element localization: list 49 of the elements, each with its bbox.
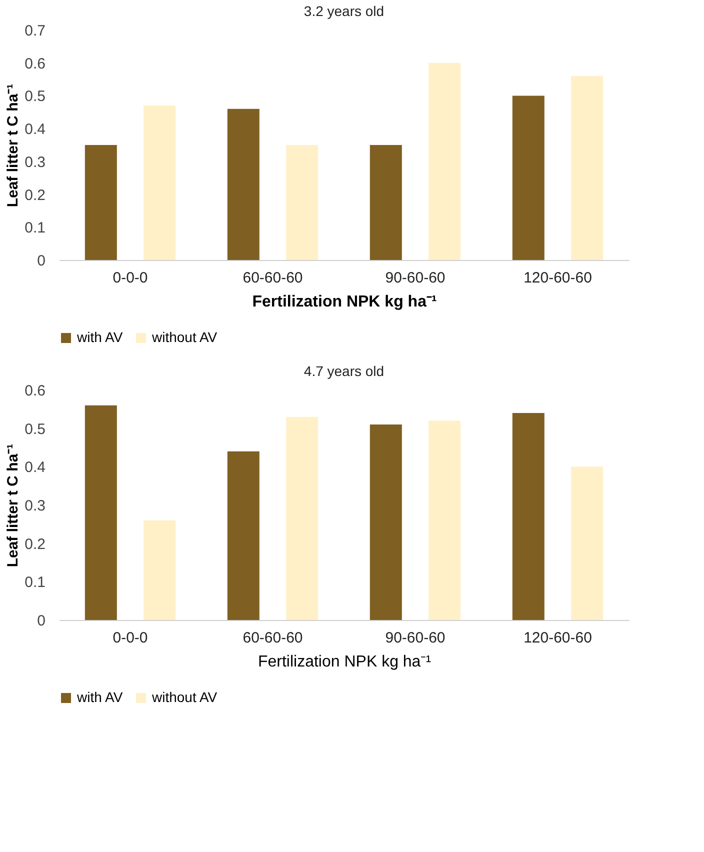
- bar: [227, 108, 260, 260]
- bar: [428, 62, 461, 260]
- x-axis-title: Fertilization NPK kg ha⁻¹: [258, 654, 432, 670]
- y-tick-label: 0.3: [24, 154, 46, 171]
- bar: [286, 145, 318, 260]
- x-axis-title: Fertilization NPK kg ha⁻¹: [252, 294, 437, 310]
- y-tick-label: 0.7: [24, 22, 46, 40]
- x-tick-label: 0-0-0: [112, 630, 148, 646]
- y-tick-label: 0.2: [24, 536, 46, 553]
- y-tick-label: 0: [37, 252, 46, 270]
- bar: [286, 416, 318, 620]
- y-tick-label: 0.1: [24, 574, 46, 592]
- x-tick-label: 120-60-60: [524, 630, 592, 646]
- bar: [370, 145, 402, 260]
- y-tick-label: 0.1: [24, 220, 46, 237]
- y-tick-label: 0.3: [24, 498, 46, 514]
- x-tick-label: 90-60-60: [385, 630, 446, 646]
- y-tick-label: 0.2: [24, 186, 46, 204]
- x-tick-label: 90-60-60: [385, 270, 446, 286]
- legend-label: with AV: [76, 689, 124, 705]
- bar: [370, 424, 402, 620]
- legend-label: without AV: [151, 329, 218, 345]
- y-tick-label: 0.6: [24, 55, 46, 72]
- y-tick-label: 0.6: [24, 382, 46, 400]
- y-tick-label: 0.4: [24, 121, 46, 138]
- y-axis-title: Leaf litter t C ha⁻¹: [4, 84, 22, 208]
- legend-label: with AV: [76, 329, 124, 345]
- x-tick-label: 60-60-60: [242, 630, 303, 646]
- bar: [144, 106, 176, 260]
- chart-title: 3.2 years old: [304, 3, 384, 19]
- x-tick-label: 120-60-60: [524, 270, 592, 286]
- bar: [512, 96, 544, 260]
- y-tick-label: 0: [37, 612, 46, 630]
- y-tick-label: 0.5: [24, 88, 46, 106]
- legend-label: without AV: [151, 689, 218, 705]
- y-tick-label: 0.4: [24, 459, 46, 476]
- bar: [84, 405, 117, 620]
- bar: [428, 420, 461, 620]
- y-axis-title: Leaf litter t C ha⁻¹: [4, 444, 22, 568]
- x-tick-label: 0-0-0: [112, 270, 148, 286]
- x-tick-label: 60-60-60: [242, 270, 303, 286]
- bar: [512, 413, 544, 620]
- bar: [84, 145, 117, 260]
- bar: [571, 76, 604, 260]
- bar: [144, 520, 176, 620]
- bar: [227, 451, 260, 620]
- y-tick-label: 0.5: [24, 420, 46, 438]
- bar: [571, 466, 604, 620]
- chart-title: 4.7 years old: [304, 363, 384, 379]
